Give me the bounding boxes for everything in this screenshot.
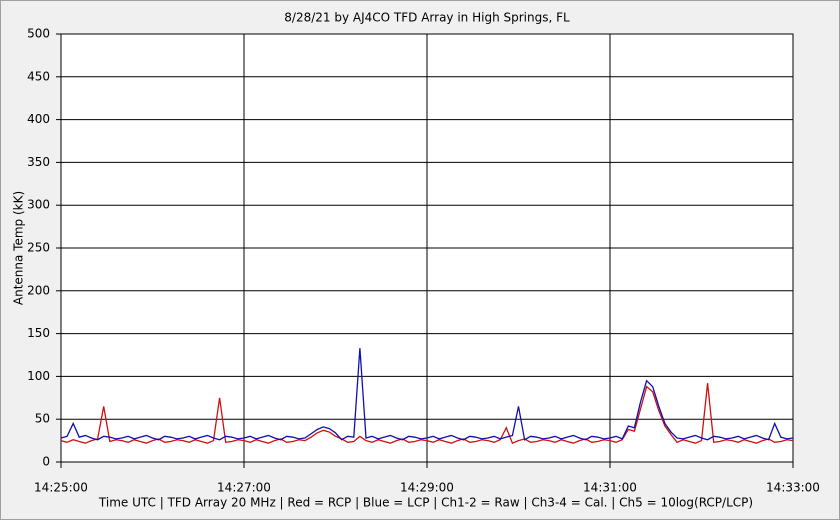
y-tick-label: 500: [27, 27, 50, 41]
x-tick-label: 14:29:00: [400, 481, 454, 495]
y-tick-label: 0: [42, 455, 50, 469]
y-tick-label: 450: [27, 69, 50, 83]
x-tick-label: 14:31:00: [583, 481, 637, 495]
x-axis-label: Time UTC | TFD Array 20 MHz | Red = RCP …: [98, 496, 753, 510]
x-tick-label: 14:27:00: [217, 481, 271, 495]
y-tick-label: 200: [27, 283, 50, 297]
series-line: [60, 348, 794, 441]
y-tick-label: 250: [27, 241, 50, 255]
y-tick-label: 400: [27, 112, 50, 126]
x-tick-label: 14:25:00: [34, 481, 88, 495]
y-tick-label: 300: [27, 198, 50, 212]
series-line: [60, 383, 794, 445]
y-tick-label: 150: [27, 326, 50, 340]
y-tick-label: 50: [35, 412, 50, 426]
x-tick-label: 14:33:00: [766, 481, 820, 495]
y-axis-label: Antenna Temp (kK): [12, 191, 26, 305]
y-tick-label: 100: [27, 369, 50, 383]
y-tick-label: 350: [27, 155, 50, 169]
chart-title: 8/28/21 by AJ4CO TFD Array in High Sprin…: [284, 11, 570, 25]
